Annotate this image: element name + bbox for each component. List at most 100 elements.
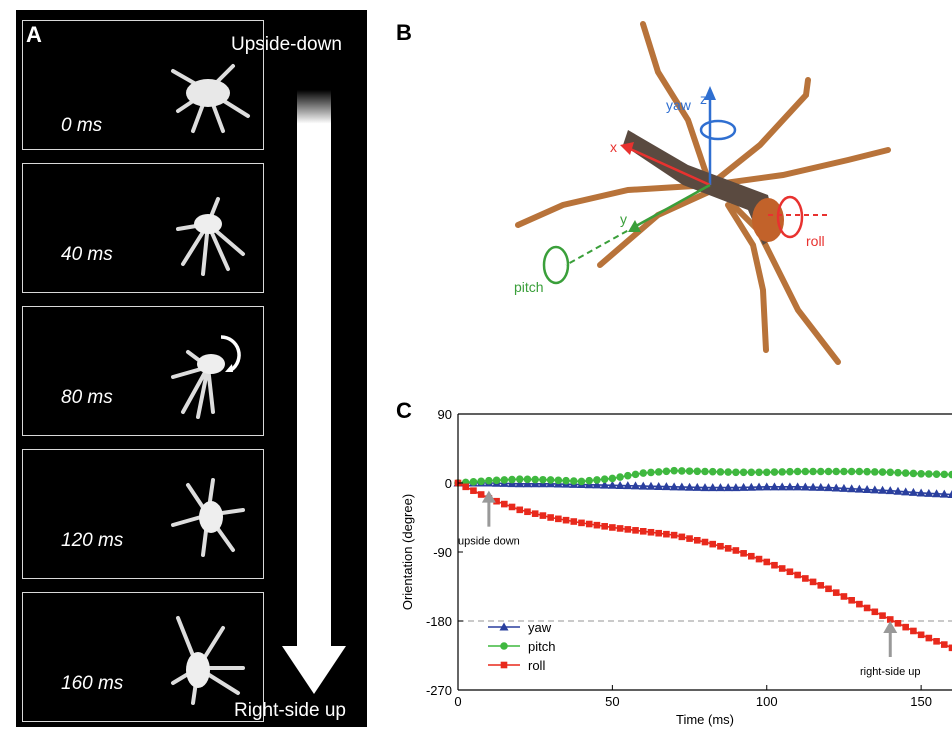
data-point xyxy=(679,534,686,541)
insect-legs xyxy=(518,24,888,362)
data-point xyxy=(547,476,555,484)
data-point xyxy=(585,477,593,485)
insect-silhouette xyxy=(153,465,263,565)
annotation-text: upside down xyxy=(458,536,520,548)
data-point xyxy=(833,589,840,596)
frame-time-label: 0 ms xyxy=(61,115,102,137)
insect-axes-diagram: z x y yaw pitch roll xyxy=(388,10,952,390)
data-point xyxy=(686,467,694,475)
data-point xyxy=(902,624,909,631)
y-tick-label: 0 xyxy=(445,476,452,491)
data-point xyxy=(640,528,647,535)
data-point xyxy=(895,620,902,627)
data-point xyxy=(470,487,477,494)
data-point xyxy=(940,471,948,479)
data-point xyxy=(639,469,647,477)
data-point xyxy=(686,535,693,542)
data-point xyxy=(910,470,918,478)
frame-time-label: 80 ms xyxy=(61,387,113,409)
data-point xyxy=(670,467,678,475)
panel-a-image-sequence: A Upside-down Right-side up 0 ms 40 ms 8… xyxy=(16,10,367,727)
data-point xyxy=(763,468,771,476)
data-point xyxy=(740,468,748,476)
data-point xyxy=(516,475,524,483)
data-point xyxy=(848,468,856,476)
data-point xyxy=(879,468,887,476)
data-point xyxy=(594,522,601,529)
data-point xyxy=(563,517,570,524)
data-point xyxy=(609,475,617,483)
data-point xyxy=(570,477,578,485)
data-point xyxy=(701,468,709,476)
data-point xyxy=(500,642,508,650)
data-point xyxy=(941,641,948,648)
data-point xyxy=(787,568,794,575)
data-point xyxy=(532,510,539,517)
yaw-label: yaw xyxy=(666,97,692,113)
z-axis-label: z xyxy=(700,91,707,107)
data-point xyxy=(501,476,509,484)
data-point xyxy=(933,638,940,645)
panel-b-label: B xyxy=(396,20,412,46)
data-point xyxy=(508,476,516,484)
annotation-text: right-side up xyxy=(860,666,921,678)
data-point xyxy=(733,547,740,554)
y-axis-title: Orientation (degree) xyxy=(400,494,415,610)
legend-label-pitch: pitch xyxy=(528,639,555,654)
data-point xyxy=(918,632,925,639)
pitch-rotation-icon xyxy=(544,247,568,283)
data-point xyxy=(578,478,586,486)
insect-silhouette xyxy=(153,41,263,136)
data-point xyxy=(825,586,832,593)
data-point xyxy=(702,539,709,546)
data-point xyxy=(894,469,902,477)
x-axis-label: x xyxy=(610,139,617,155)
data-point xyxy=(578,520,585,527)
data-point xyxy=(809,468,817,476)
data-point xyxy=(848,597,855,604)
insect-silhouette xyxy=(153,322,263,422)
legend-label-roll: roll xyxy=(528,658,545,673)
data-point xyxy=(539,476,547,484)
data-point xyxy=(825,468,833,476)
data-point xyxy=(540,512,547,519)
data-point xyxy=(817,468,825,476)
panel-b-body-axes: B z x y yaw pitch roll xyxy=(388,10,952,390)
data-point xyxy=(756,556,763,563)
data-point xyxy=(832,468,840,476)
data-point xyxy=(531,476,539,484)
data-point xyxy=(717,468,725,476)
data-point xyxy=(593,476,601,484)
frame-80ms: 80 ms xyxy=(22,306,264,436)
data-point xyxy=(810,579,817,586)
data-point xyxy=(794,572,801,579)
data-point xyxy=(477,477,485,485)
data-point xyxy=(478,491,485,498)
data-point xyxy=(709,468,717,476)
data-point xyxy=(516,507,523,514)
x-tick-label: 0 xyxy=(454,694,461,709)
data-point xyxy=(462,484,469,491)
data-point xyxy=(724,468,732,476)
data-point xyxy=(779,565,786,572)
data-point xyxy=(871,468,879,476)
data-point xyxy=(616,473,624,481)
y-tick-label: 90 xyxy=(438,407,452,422)
data-point xyxy=(841,593,848,600)
frame-120ms: 120 ms xyxy=(22,449,264,579)
x-tick-label: 100 xyxy=(756,694,778,709)
data-point xyxy=(624,472,632,480)
data-point xyxy=(856,468,864,476)
data-point xyxy=(755,468,763,476)
x-tick-label: 50 xyxy=(605,694,619,709)
down-arrow-icon xyxy=(282,646,346,694)
data-point xyxy=(617,525,624,532)
data-point xyxy=(925,470,933,478)
data-point xyxy=(547,514,554,521)
data-point xyxy=(732,468,740,476)
data-point xyxy=(863,468,871,476)
data-point xyxy=(748,553,755,560)
data-point xyxy=(725,545,732,552)
data-point xyxy=(671,532,678,539)
